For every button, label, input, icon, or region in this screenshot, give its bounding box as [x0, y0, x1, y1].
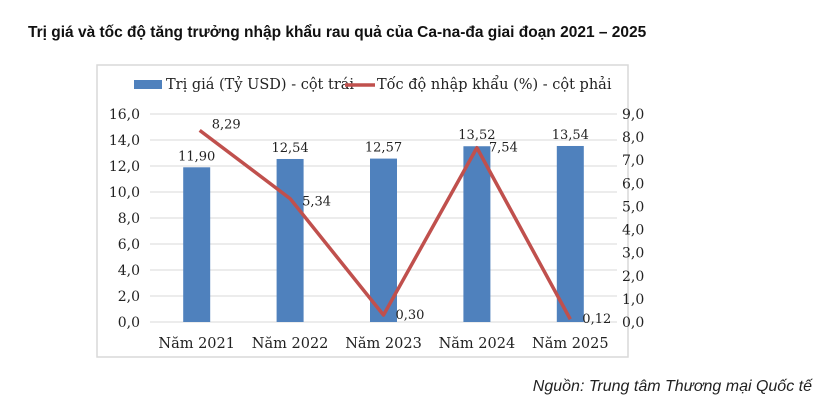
x-tick-label: Năm 2025 — [532, 336, 609, 352]
y-right-tick-label: 8,0 — [622, 130, 644, 146]
y-left-tick-label: 16,0 — [109, 107, 140, 123]
legend-line-label: Tốc độ nhập khẩu (%) - cột phải — [377, 75, 612, 93]
bar — [183, 167, 211, 322]
source-note: Nguồn: Trung tâm Thương mại Quốc tế — [532, 378, 812, 395]
line-data-label: 0,12 — [582, 312, 611, 327]
y-left-tick-label: 8,0 — [118, 211, 140, 227]
x-tick-label: Năm 2023 — [345, 336, 422, 352]
chart-title: Trị giá và tốc độ tăng trưởng nhập khẩu … — [28, 24, 647, 41]
line-data-label: 7,54 — [489, 141, 518, 156]
x-tick-label: Năm 2021 — [158, 336, 235, 352]
bar-data-label: 12,57 — [365, 141, 402, 156]
y-right-tick-label: 2,0 — [622, 269, 644, 285]
y-left-tick-label: 10,0 — [109, 185, 140, 201]
bar — [556, 145, 584, 322]
y-left-tick-label: 4,0 — [118, 263, 140, 279]
y-right-tick-label: 9,0 — [622, 107, 644, 123]
bar — [463, 146, 491, 322]
bar-data-label: 13,54 — [552, 128, 589, 143]
x-tick-label: Năm 2024 — [439, 336, 516, 352]
y-right-tick-label: 4,0 — [622, 223, 644, 239]
line-data-label: 8,29 — [212, 117, 241, 132]
bar — [276, 158, 304, 322]
y-right-tick-label: 7,0 — [622, 153, 644, 169]
y-right-tick-label: 5,0 — [622, 199, 644, 215]
x-tick-label: Năm 2022 — [252, 336, 329, 352]
bar-data-label: 12,54 — [271, 141, 308, 156]
legend-bar-label: Trị giá (Tỷ USD) - cột trái — [166, 76, 354, 93]
y-left-tick-label: 2,0 — [118, 289, 140, 305]
bar-data-label: 13,52 — [458, 128, 495, 143]
y-right-tick-label: 0,0 — [622, 315, 644, 331]
y-left-tick-label: 12,0 — [109, 159, 140, 175]
line-data-label: 0,30 — [396, 308, 425, 323]
bar — [370, 158, 397, 322]
y-right-tick-label: 6,0 — [622, 176, 644, 192]
y-left-tick-label: 0,0 — [118, 315, 140, 331]
y-left-tick-label: 6,0 — [118, 237, 140, 253]
y-left-tick-label: 14,0 — [109, 133, 140, 149]
y-right-tick-label: 1,0 — [622, 292, 644, 308]
legend-bar-swatch — [134, 80, 162, 89]
chart-frame — [96, 64, 629, 358]
line-data-label: 5,34 — [302, 195, 331, 210]
bar-data-label: 11,90 — [178, 149, 215, 164]
y-right-tick-label: 3,0 — [622, 246, 644, 262]
